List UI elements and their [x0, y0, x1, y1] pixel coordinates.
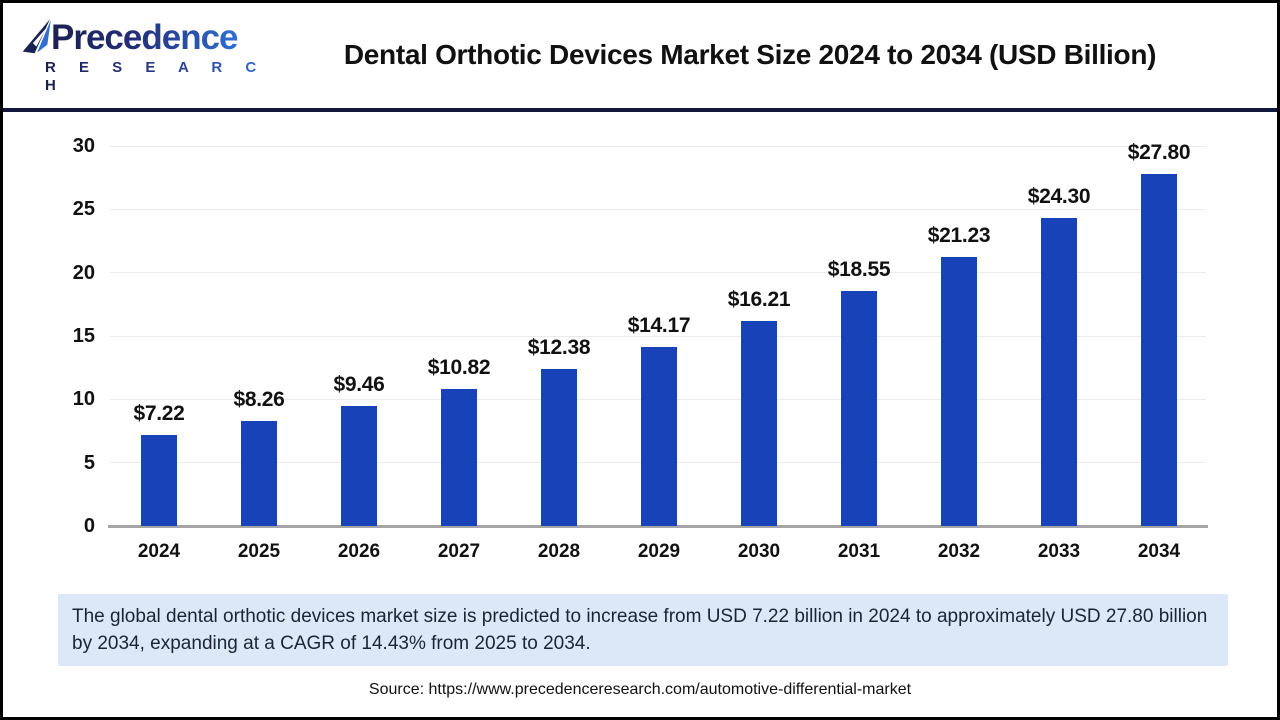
x-axis-line — [108, 525, 1208, 528]
bar-2028 — [541, 369, 577, 526]
bar-value-label-2025: $8.26 — [233, 388, 285, 412]
bar-2025 — [241, 421, 277, 526]
bar-value-label-2034: $27.80 — [1127, 140, 1191, 164]
y-axis-tick-30: 30 — [72, 135, 95, 157]
y-axis-tick-5: 5 — [83, 451, 95, 474]
bar-value-label-2029: $14.17 — [627, 313, 691, 337]
bar-value-label-2028: $12.38 — [527, 336, 591, 360]
logo-wordmark: Precedence — [51, 18, 239, 57]
x-axis-label-2025: 2025 — [237, 541, 281, 562]
y-axis-tick-15: 15 — [72, 325, 95, 347]
bar-value-label-2032: $21.23 — [927, 224, 991, 248]
bar-2030 — [741, 320, 777, 526]
y-axis-tick-10: 10 — [72, 388, 95, 411]
logo-sail-icon — [22, 19, 51, 54]
bar-2024 — [141, 434, 177, 526]
x-axis-label-2027: 2027 — [437, 541, 481, 562]
bar-value-label-2024: $7.22 — [133, 401, 185, 425]
y-axis-tick-25: 25 — [72, 198, 95, 221]
x-axis-label-2032: 2032 — [937, 541, 981, 562]
gridline-20 — [110, 272, 1206, 274]
bar-2034 — [1141, 173, 1177, 526]
bar-2027 — [441, 388, 477, 526]
x-axis-label-2034: 2034 — [1137, 541, 1181, 562]
x-axis-label-2024: 2024 — [137, 541, 181, 562]
bar-2033 — [1041, 218, 1077, 526]
x-axis-label-2029: 2029 — [637, 541, 681, 562]
bar-2032 — [941, 257, 977, 526]
chart-title: Dental Orthotic Devices Market Size 2024… — [343, 39, 1157, 70]
summary-box: The global dental orthotic devices marke… — [58, 594, 1228, 666]
y-axis-tick-20: 20 — [72, 261, 95, 284]
bar-value-label-2030: $16.21 — [727, 287, 791, 311]
bar-value-label-2026: $9.46 — [333, 373, 385, 397]
gridline-25 — [110, 208, 1206, 210]
bar-value-label-2033: $24.30 — [1027, 185, 1091, 209]
bar-2031 — [841, 291, 877, 526]
x-axis-label-2026: 2026 — [337, 541, 381, 562]
bar-2029 — [641, 346, 677, 526]
bar-chart: 0 5 10 15 20 25 30 $7.22 2024 $8.26 2025 $9.46 2026 $… — [3, 3, 1277, 717]
bar-value-label-2031: $18.55 — [827, 258, 891, 282]
bar-2026 — [341, 406, 377, 526]
source-line: Source: https://www.precedenceresearch.c… — [368, 681, 912, 698]
gridline-15 — [110, 335, 1206, 337]
gridline-30 — [110, 145, 1206, 147]
x-axis-label-2028: 2028 — [537, 541, 581, 562]
y-axis-tick-0: 0 — [83, 515, 95, 537]
x-axis-label-2030: 2030 — [737, 541, 781, 562]
logo-subtext: R E S E A R C H — [45, 59, 271, 95]
x-axis-label-2033: 2033 — [1037, 541, 1081, 562]
header-separator — [3, 108, 1277, 112]
precedence-research-logo: Precedence R E S E A R C H — [21, 19, 271, 95]
bar-value-label-2027: $10.82 — [427, 355, 491, 379]
x-axis-label-2031: 2031 — [837, 541, 881, 562]
